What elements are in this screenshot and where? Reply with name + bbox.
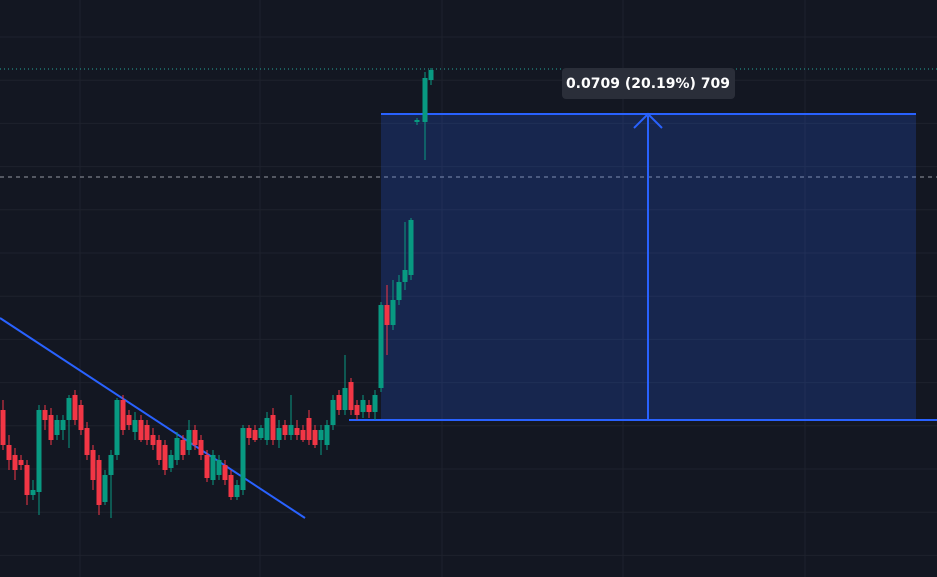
candle-body <box>84 428 90 455</box>
candle-body <box>222 465 228 480</box>
candle-body <box>24 465 30 495</box>
candle-body <box>108 455 114 475</box>
candle-body <box>240 428 246 490</box>
candle-body <box>414 120 420 122</box>
candle-body <box>6 445 12 460</box>
candle-body <box>312 430 318 445</box>
candle-body <box>294 428 300 435</box>
candle-body <box>18 460 24 465</box>
candle-body <box>282 425 288 435</box>
candle-body <box>0 410 6 445</box>
candle-body <box>96 460 102 505</box>
candle-body <box>114 400 120 455</box>
candle-body <box>306 418 312 440</box>
candle-body <box>264 418 270 440</box>
candle-body <box>330 400 336 425</box>
candle-body <box>144 425 150 440</box>
candle-body <box>12 455 18 470</box>
arrow-head <box>633 112 663 129</box>
candle-body <box>252 430 258 440</box>
candle-body <box>180 440 186 455</box>
candle-body <box>390 300 396 325</box>
candles <box>0 68 434 518</box>
candle-body <box>246 428 252 438</box>
candle-body <box>36 410 42 492</box>
candle-body <box>132 420 138 432</box>
candle-body <box>288 425 294 435</box>
candle-body <box>120 400 126 430</box>
trend-line <box>0 317 306 519</box>
candle-body <box>342 388 348 410</box>
candle-body <box>384 305 390 325</box>
candle-body <box>60 420 66 430</box>
candle-body <box>198 440 204 455</box>
candle-body <box>336 395 342 410</box>
candle-body <box>30 490 36 495</box>
candle-body <box>234 485 240 497</box>
candle-body <box>228 475 234 497</box>
candle-body <box>408 220 414 275</box>
candle-body <box>216 460 222 475</box>
candle-body <box>150 435 156 445</box>
candle-body <box>348 382 354 410</box>
measure-label-box <box>562 68 735 99</box>
candle-body <box>138 420 144 440</box>
candle-body <box>324 425 330 445</box>
candle-body <box>210 455 216 480</box>
candle-body <box>428 70 434 80</box>
candle-body <box>396 282 402 300</box>
candle-body <box>66 398 72 420</box>
candle-body <box>162 445 168 470</box>
candle-body <box>300 430 306 440</box>
candle-body <box>270 415 276 440</box>
candle-body <box>42 410 48 420</box>
candle-body <box>54 420 60 435</box>
candle-body <box>360 400 366 412</box>
candle-body <box>258 428 264 438</box>
candle-body <box>72 395 78 420</box>
candle-body <box>318 430 324 440</box>
candle-body <box>192 430 198 445</box>
candle-body <box>126 415 132 425</box>
candle-body <box>378 305 384 388</box>
candle-body <box>186 430 192 450</box>
candle-body <box>422 78 428 122</box>
candle-body <box>174 438 180 460</box>
candle-body <box>366 405 372 412</box>
candle-body <box>48 415 54 440</box>
candle-body <box>156 440 162 460</box>
candle-body <box>204 455 210 478</box>
candle-body <box>354 405 360 415</box>
candle-body <box>372 395 378 412</box>
candle-body <box>90 450 96 480</box>
candle-body <box>276 428 282 440</box>
candle-body <box>402 270 408 282</box>
candle-body <box>102 475 108 502</box>
measure-label: 0.0709 (20.19%) 709 <box>566 76 730 92</box>
candle-body <box>78 405 84 430</box>
candle-body <box>168 455 174 468</box>
